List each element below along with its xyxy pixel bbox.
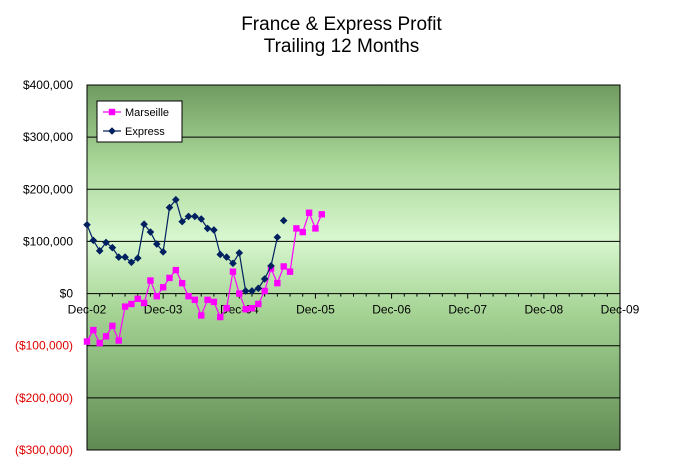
x-tick-label: Dec-09 xyxy=(601,303,640,317)
marseille-point xyxy=(210,298,218,306)
marseille-point xyxy=(128,300,135,308)
marseille-point xyxy=(102,333,110,340)
marseille-point xyxy=(274,279,281,287)
marseille-point xyxy=(204,296,211,304)
marseille-point xyxy=(147,277,154,284)
express-point xyxy=(114,253,123,261)
express-point xyxy=(127,258,136,267)
marseille-point xyxy=(159,284,167,291)
express-point xyxy=(279,216,288,225)
express-point xyxy=(203,224,212,233)
express-point xyxy=(178,217,186,226)
marseille-point xyxy=(293,225,300,232)
marseille-point xyxy=(261,287,268,295)
express-point xyxy=(184,212,193,221)
y-tick-label: ($200,000) xyxy=(15,391,73,405)
marseille-point xyxy=(286,268,294,275)
express-legend-marker xyxy=(108,127,116,135)
y-tick-label: $300,000 xyxy=(23,130,73,144)
marseille-point xyxy=(185,292,192,300)
marseille-point xyxy=(178,279,186,287)
x-tick-label: Dec-08 xyxy=(525,303,564,317)
express-point xyxy=(197,215,206,223)
marseille-point xyxy=(242,306,249,313)
express-point xyxy=(165,203,174,212)
marseille-point xyxy=(134,295,141,302)
express-point xyxy=(108,243,117,252)
marseille-point xyxy=(90,326,97,334)
marseille-line xyxy=(302,211,323,233)
marseille-point xyxy=(305,209,313,216)
marseille-point xyxy=(299,228,306,236)
y-tick-label: ($100,000) xyxy=(15,339,73,353)
express-point xyxy=(210,226,218,234)
x-tick-label: Dec-03 xyxy=(144,303,183,317)
express-point xyxy=(102,238,110,247)
marseille-legend-marker xyxy=(108,108,116,116)
marseille-point xyxy=(166,274,173,282)
marseille-point xyxy=(198,312,205,319)
marseille-point xyxy=(236,290,243,297)
marseille-point xyxy=(121,303,129,310)
chart-subtitle: Trailing 12 Months xyxy=(263,36,420,57)
y-tick-label: ($300,000) xyxy=(15,443,73,457)
marseille-legend-label: Marseille xyxy=(125,107,169,119)
express-point xyxy=(121,253,129,261)
express-point xyxy=(260,275,269,283)
marseille-point xyxy=(312,225,319,232)
express-point xyxy=(235,249,244,257)
express-point xyxy=(248,287,256,295)
marseille-point xyxy=(172,266,180,274)
express-point xyxy=(140,220,148,229)
express-point xyxy=(159,248,167,256)
chart-title: France & Express Profit xyxy=(241,14,442,35)
express-series xyxy=(83,195,288,295)
express-legend-label: Express xyxy=(125,126,165,138)
marseille-point xyxy=(318,211,325,218)
express-point xyxy=(267,262,275,270)
marseille-point xyxy=(280,263,287,270)
y-tick-label: $200,000 xyxy=(23,182,73,196)
express-point xyxy=(152,240,161,248)
express-point xyxy=(222,253,231,261)
marseille-point xyxy=(217,313,224,321)
express-point xyxy=(146,228,155,236)
express-point xyxy=(133,254,142,262)
express-point xyxy=(254,284,263,293)
x-tick-label: Dec-07 xyxy=(448,303,487,317)
y-tick-label: $0 xyxy=(60,287,74,301)
express-point xyxy=(83,220,91,229)
express-point xyxy=(191,212,199,221)
marseille-point xyxy=(255,300,262,308)
y-tick-label: $100,000 xyxy=(23,234,73,248)
marseille-point xyxy=(96,339,103,347)
marseille-series xyxy=(83,209,325,347)
legend-box xyxy=(96,100,183,143)
marseille-point xyxy=(248,304,256,312)
marseille-point xyxy=(223,304,230,312)
express-point xyxy=(89,236,98,245)
marseille-point xyxy=(191,296,199,304)
y-tick-label: $400,000 xyxy=(23,78,73,92)
marseille-point xyxy=(83,338,91,345)
x-tick-label: Dec-06 xyxy=(372,303,411,317)
express-point xyxy=(216,250,225,259)
express-point xyxy=(95,247,104,255)
marseille-point xyxy=(153,292,160,300)
x-tick-label: Dec-02 xyxy=(68,303,107,317)
marseille-point xyxy=(229,268,237,275)
express-point xyxy=(241,287,250,295)
marseille-point xyxy=(140,299,148,307)
express-point xyxy=(273,233,282,242)
x-tick-label: Dec-05 xyxy=(296,303,335,317)
marseille-point xyxy=(115,337,122,344)
express-point xyxy=(172,195,180,204)
express-point xyxy=(229,259,237,268)
marseille-point xyxy=(109,322,116,330)
